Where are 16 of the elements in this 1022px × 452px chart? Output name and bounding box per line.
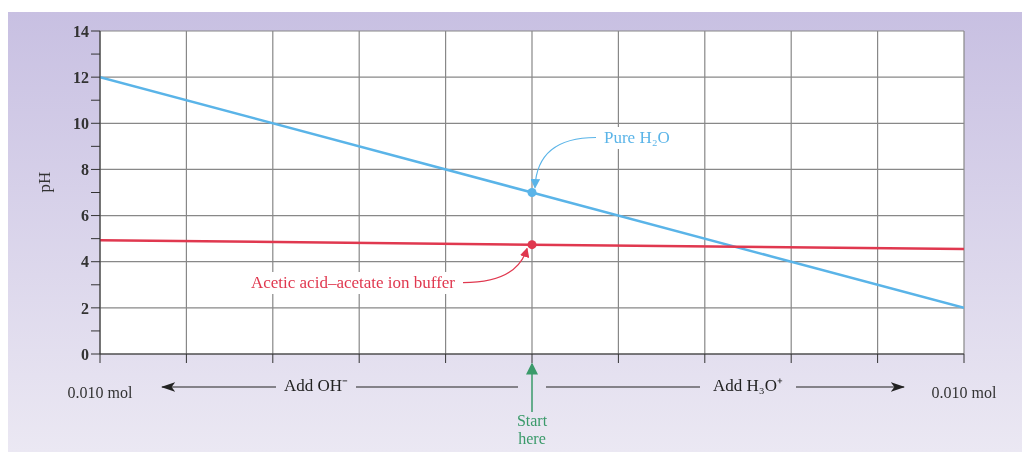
text: Add OH⁻ xyxy=(282,375,350,397)
text: Start here xyxy=(515,412,549,448)
x-tick-label: 0.010 mol xyxy=(931,384,997,402)
y-axis-title: pH xyxy=(35,171,55,193)
y-tick-label: 12 xyxy=(73,68,89,86)
y-tick-label: 0 xyxy=(81,345,89,363)
series-label: Acetic acid–acetate ion buffer xyxy=(248,271,457,294)
y-tick-label: 14 xyxy=(73,22,89,40)
text: Pure H₂O xyxy=(602,126,672,149)
y-tick-label: 6 xyxy=(81,207,89,225)
x-tick-label: 0.010 mol xyxy=(67,384,133,402)
y-tick-label: 4 xyxy=(81,253,89,271)
y-tick-label: 10 xyxy=(73,114,89,132)
y-tick-label: 8 xyxy=(81,161,89,179)
y-tick-label: 2 xyxy=(81,299,89,317)
text: Add H₃O⁺ xyxy=(712,375,784,397)
